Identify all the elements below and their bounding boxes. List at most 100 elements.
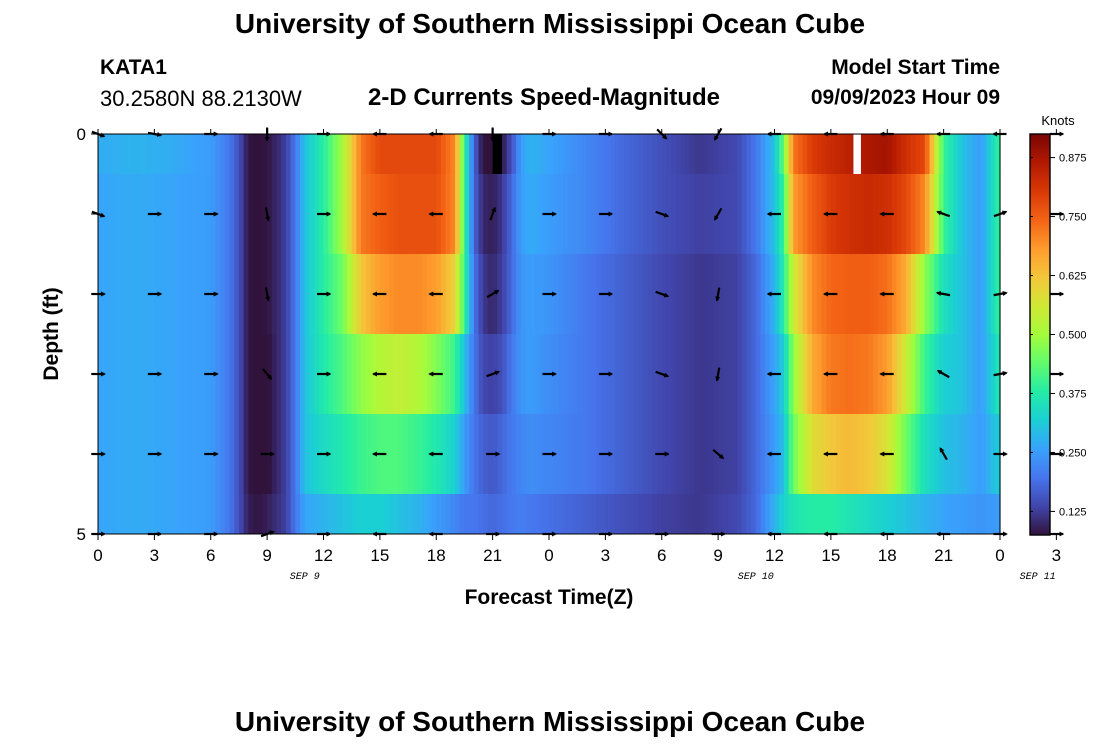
- heat-cell: [807, 494, 813, 535]
- heat-cell: [915, 254, 921, 335]
- heat-cell: [290, 414, 296, 495]
- heat-cell: [516, 414, 522, 495]
- heat-cell: [201, 334, 207, 415]
- heat-cell: [257, 254, 264, 335]
- heat-cell: [144, 494, 151, 535]
- heat-cell: [628, 254, 635, 335]
- heat-cell: [196, 174, 202, 255]
- heat-cell: [910, 174, 917, 255]
- plot-subtitle: 2-D Currents Speed-Magnitude: [368, 84, 721, 111]
- heat-cell: [140, 134, 146, 175]
- heat-cell: [826, 134, 832, 175]
- heat-cell: [314, 134, 320, 175]
- heat-cell: [351, 414, 357, 495]
- heat-cell: [511, 414, 517, 495]
- heat-cell: [300, 414, 306, 495]
- heat-cell: [314, 494, 320, 535]
- heat-cell: [859, 414, 865, 495]
- heat-cell: [346, 494, 353, 535]
- heat-cell: [666, 134, 672, 175]
- heat-cell: [802, 174, 808, 255]
- heat-cell: [182, 174, 188, 255]
- heat-cell: [173, 494, 179, 535]
- heat-cell: [314, 174, 320, 255]
- heat-cell: [727, 494, 733, 535]
- heat-cell: [934, 494, 940, 535]
- heat-cell: [835, 134, 841, 175]
- heat-cell: [238, 334, 245, 415]
- heat-cell: [281, 334, 287, 415]
- heat-cell: [417, 494, 423, 535]
- heat-cell: [647, 334, 653, 415]
- heat-cell: [736, 334, 743, 415]
- heat-cell: [520, 414, 527, 495]
- heat-cell: [450, 494, 456, 535]
- heat-cell: [403, 414, 409, 495]
- heat-cell: [337, 174, 343, 255]
- heat-cell: [694, 174, 700, 255]
- heat-cell: [398, 334, 404, 415]
- heat-cell: [473, 174, 480, 255]
- heat-cell: [854, 174, 860, 255]
- heat-cell: [990, 254, 996, 335]
- heat-cell: [534, 174, 541, 255]
- heat-cell: [248, 174, 254, 255]
- heat-cell: [577, 174, 583, 255]
- date-label: SEP 11: [1020, 572, 1056, 583]
- heat-cell: [525, 174, 531, 255]
- heat-cell: [563, 134, 569, 175]
- heat-cell: [736, 134, 743, 175]
- heat-cell: [346, 174, 353, 255]
- heat-cell: [440, 494, 447, 535]
- heat-cell: [417, 254, 423, 335]
- heat-cell: [436, 134, 442, 175]
- heat-cell: [844, 494, 851, 535]
- heat-cell: [802, 254, 808, 335]
- colorbar-tick-label: 0.375: [1059, 388, 1087, 400]
- heat-cell: [985, 254, 992, 335]
- heat-cell: [112, 334, 118, 415]
- heat-cell: [220, 254, 226, 335]
- heat-cell: [934, 174, 940, 255]
- heat-cell: [605, 494, 611, 535]
- heat-cell: [990, 334, 996, 415]
- heat-cell: [337, 334, 343, 415]
- heat-cell: [422, 334, 428, 415]
- heat-cell: [929, 334, 935, 415]
- heat-cell: [215, 494, 221, 535]
- heat-cell: [309, 494, 315, 535]
- heat-cell: [727, 254, 733, 335]
- heat-cell: [116, 134, 123, 175]
- heat-cell: [567, 134, 574, 175]
- heat-cell: [191, 174, 198, 255]
- heat-cell: [506, 334, 513, 415]
- heat-cell: [957, 134, 964, 175]
- heat-cell: [455, 334, 461, 415]
- heat-cell: [788, 334, 794, 415]
- heat-cell: [497, 494, 503, 535]
- heat-cell: [600, 494, 606, 535]
- station-id: KATA1: [100, 56, 167, 79]
- heat-cell: [793, 254, 799, 335]
- heat-cell: [389, 134, 395, 175]
- heat-cell: [107, 254, 113, 335]
- heat-cell: [849, 254, 855, 335]
- heat-cell: [516, 174, 522, 255]
- heat-cell: [534, 414, 541, 495]
- heat-cell: [732, 254, 738, 335]
- heat-cell: [638, 174, 644, 255]
- heat-cell: [671, 414, 677, 495]
- heat-cell: [182, 494, 188, 535]
- heat-cell: [802, 334, 808, 415]
- heat-cell: [563, 334, 569, 415]
- heat-cell: [948, 414, 954, 495]
- heat-cell: [671, 174, 677, 255]
- heat-cell: [924, 254, 931, 335]
- heat-cell: [201, 254, 207, 335]
- heat-cell: [619, 174, 625, 255]
- heat-cell: [642, 254, 649, 335]
- heat-cell: [234, 174, 240, 255]
- heat-cell: [891, 134, 898, 175]
- current-vector: [486, 370, 501, 378]
- heat-cell: [130, 494, 137, 535]
